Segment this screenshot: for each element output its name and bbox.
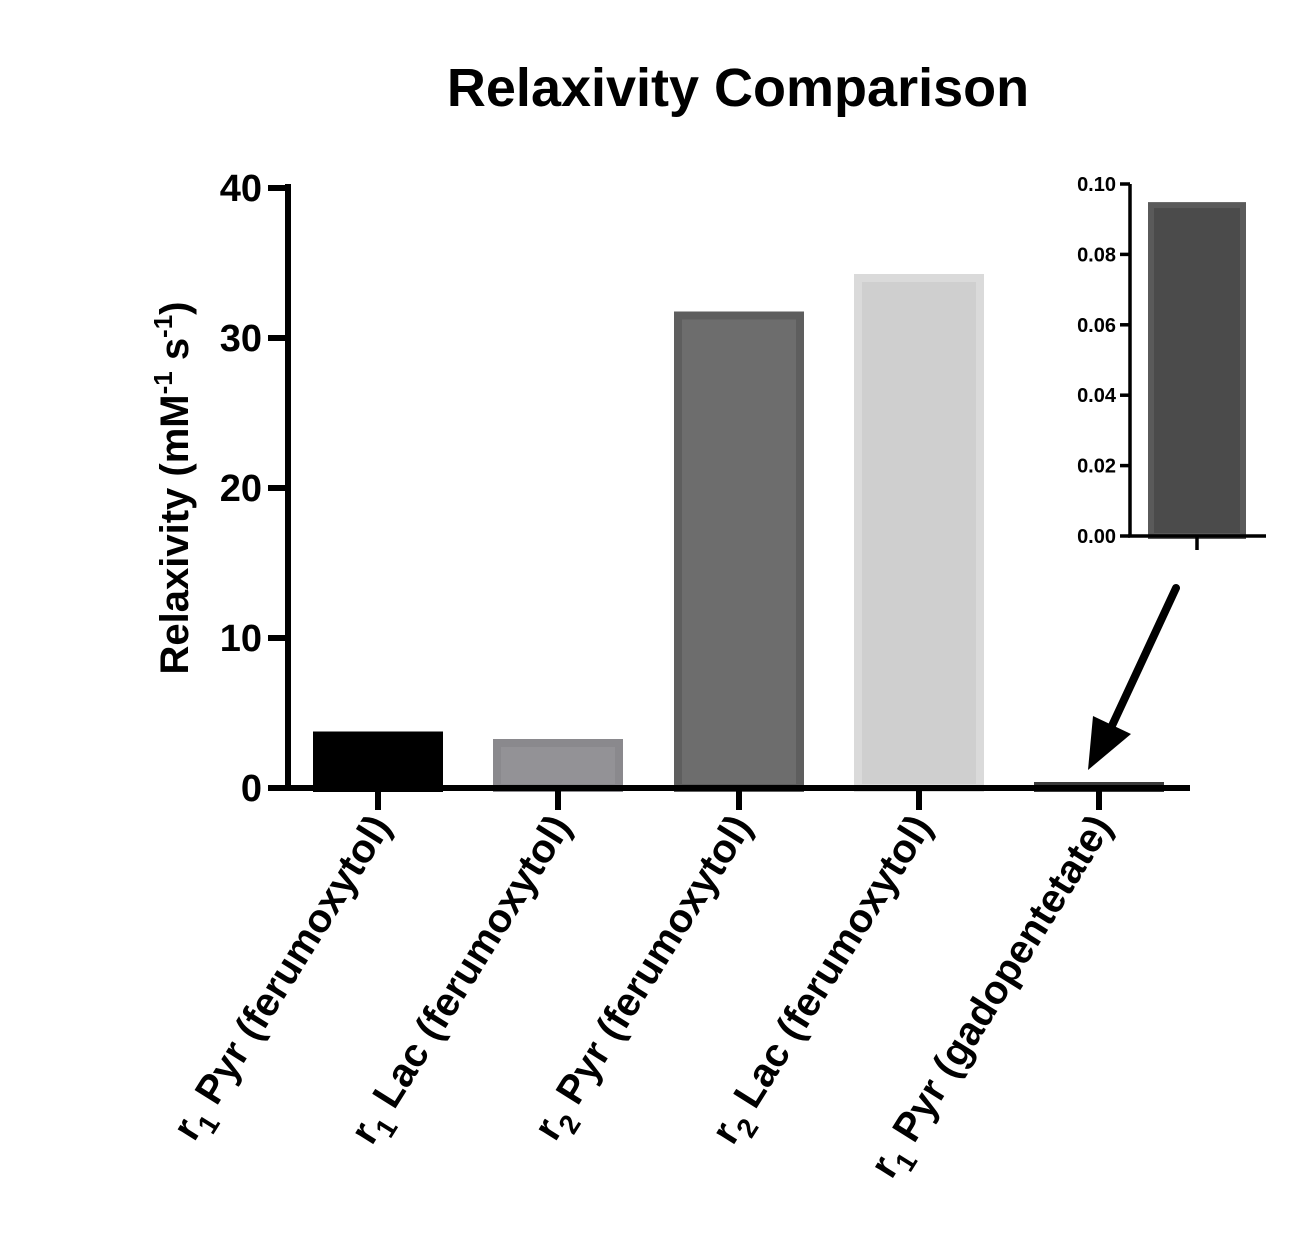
inset-y-ticks: 0.00 0.02 0.04 0.06 0.08 0.10 xyxy=(1077,174,1130,548)
y-axis-ticks: 0 10 20 30 40 xyxy=(220,168,288,810)
inset-tick-label: 0.06 xyxy=(1077,315,1116,337)
inset-bar xyxy=(1148,202,1246,539)
y-tick-label: 40 xyxy=(220,168,262,210)
inset-chart: 0.00 0.02 0.04 0.06 0.08 0.10 xyxy=(1077,174,1266,550)
bar xyxy=(493,739,623,792)
inset-tick-label: 0.02 xyxy=(1077,456,1116,478)
bar xyxy=(674,311,804,792)
y-axis-label: Relaxivity (mM-1 s-1) xyxy=(148,301,197,674)
bars xyxy=(313,274,1164,792)
chart-title: Relaxivity Comparison xyxy=(447,58,1029,118)
arrow-shaft xyxy=(1106,584,1180,734)
inset-tick-label: 0.00 xyxy=(1077,526,1116,548)
y-tick-label: 30 xyxy=(220,318,262,360)
bar xyxy=(854,274,984,792)
bar xyxy=(313,731,443,792)
callout-arrow xyxy=(1088,584,1180,770)
x-axis-ticks xyxy=(375,788,1102,810)
x-axis-labels: r1 Pyr (ferumoxytol)r1 Lac (ferumoxytol)… xyxy=(164,807,1120,1185)
y-tick-label: 20 xyxy=(220,468,262,510)
y-tick-label: 10 xyxy=(220,618,262,660)
inset-tick-label: 0.04 xyxy=(1077,385,1117,407)
inset-bars xyxy=(1148,202,1246,539)
y-tick-label: 0 xyxy=(241,768,262,810)
arrow-head xyxy=(1088,716,1131,770)
inset-tick-label: 0.08 xyxy=(1077,244,1116,266)
inset-tick-label: 0.10 xyxy=(1077,174,1116,196)
